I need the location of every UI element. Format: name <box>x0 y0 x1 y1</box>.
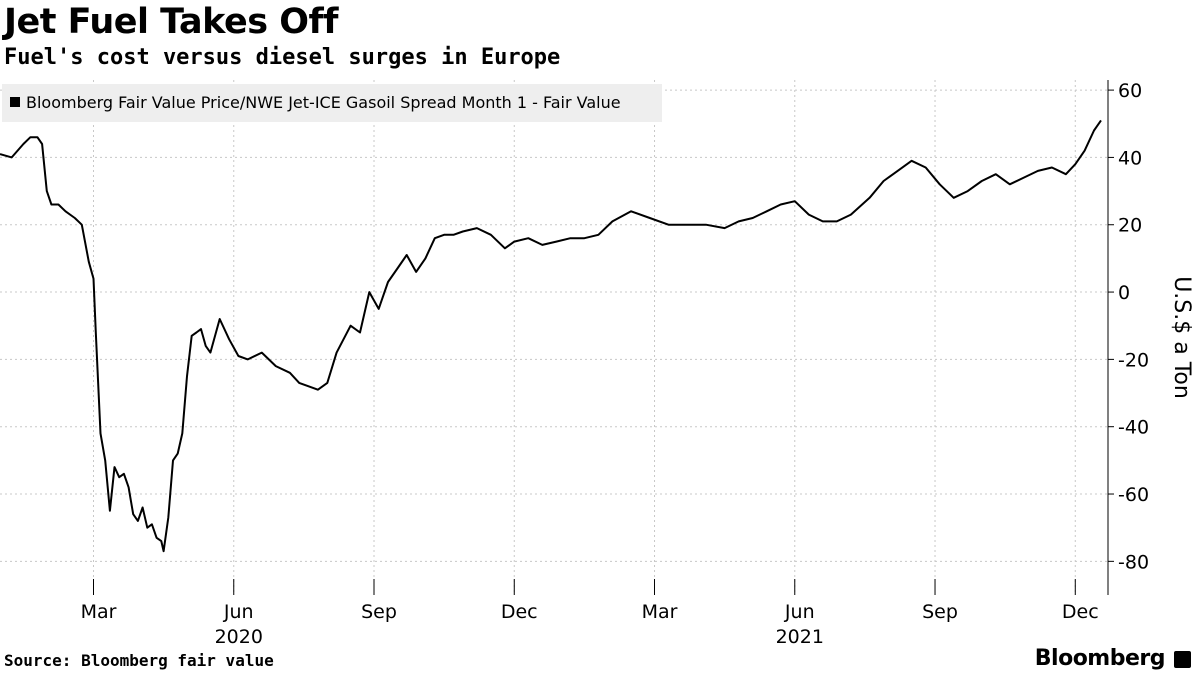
legend-swatch <box>10 97 20 107</box>
x-tick-label: Jun <box>784 601 815 623</box>
y-tick-label: -80 <box>1118 551 1149 573</box>
x-tick-label: Sep <box>361 601 397 623</box>
x-year-label: 2020 <box>215 626 263 648</box>
x-tick-label: Dec <box>1062 601 1099 623</box>
legend-label: Bloomberg Fair Value Price/NWE Jet-ICE G… <box>26 93 621 112</box>
brand-logo-text: Bloomberg <box>1034 646 1166 671</box>
y-tick-label: -20 <box>1118 349 1149 371</box>
legend-box <box>2 84 662 122</box>
x-tick-label: Mar <box>642 601 678 623</box>
source-note: Source: Bloomberg fair value <box>4 651 274 670</box>
bloomberg-logo-icon <box>1174 651 1191 668</box>
chart-subtitle: Fuel's cost versus diesel surges in Euro… <box>4 45 561 70</box>
x-tick-label: Dec <box>501 601 538 623</box>
y-axis-title: U.S.$ a Ton <box>1169 276 1194 399</box>
y-tick-label: 20 <box>1118 215 1142 237</box>
x-year-label: 2021 <box>776 626 824 648</box>
y-tick-label: 60 <box>1118 80 1142 102</box>
y-tick-label: -40 <box>1118 417 1149 439</box>
x-tick-label: Sep <box>922 601 958 623</box>
series-line <box>0 119 1102 553</box>
y-tick-label: 0 <box>1118 282 1130 304</box>
chart-title: Jet Fuel Takes Off <box>4 2 338 42</box>
y-tick-label: -60 <box>1118 484 1149 506</box>
x-tick-label: Mar <box>81 601 117 623</box>
x-tick-label: Jun <box>223 601 254 623</box>
y-tick-label: 40 <box>1118 147 1142 169</box>
